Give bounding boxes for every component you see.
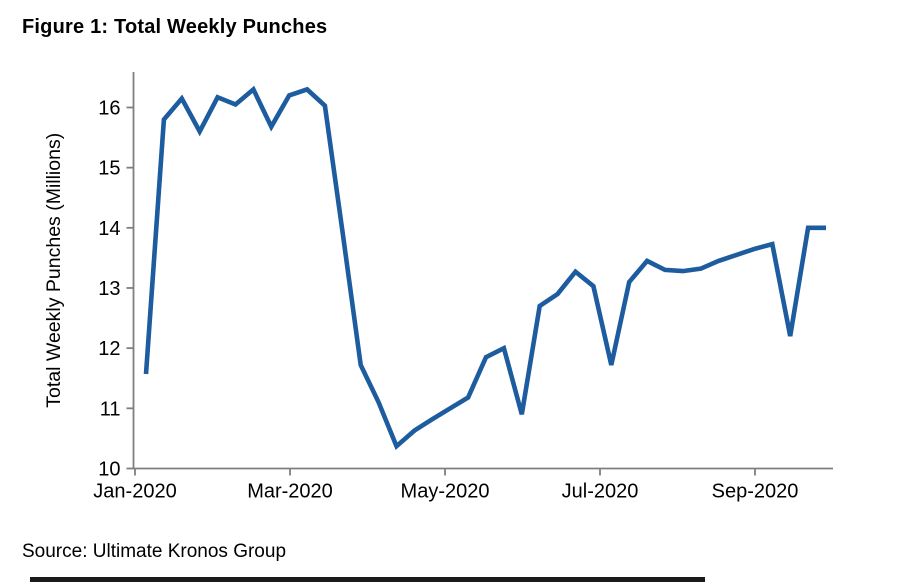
series-line <box>143 85 826 451</box>
y-axis-tick-label: 16 <box>98 97 120 119</box>
y-axis-tick-label: 15 <box>98 158 120 180</box>
y-axis-tick-label: 13 <box>98 278 120 300</box>
y-axis-tick-label: 12 <box>98 338 120 360</box>
page-bottom-border <box>30 577 705 582</box>
y-axis-title: Total Weekly Punches (Millions) <box>43 133 65 408</box>
figure-title: Figure 1: Total Weekly Punches <box>22 16 328 38</box>
x-axis-tick-label: Jan-2020 <box>93 481 176 503</box>
x-axis-tick-label: Jul-2020 <box>562 481 639 503</box>
y-axis-tick-label: 14 <box>98 218 120 240</box>
y-axis-tick-label: 11 <box>100 398 121 420</box>
x-axis-tick-label: Mar-2020 <box>247 481 333 503</box>
x-axis-tick-label: May-2020 <box>401 481 490 503</box>
y-axis-tick-label: 10 <box>98 459 120 481</box>
source-citation: Source: Ultimate Kronos Group <box>22 541 287 562</box>
x-axis-tick-label: Sep-2020 <box>712 481 799 503</box>
